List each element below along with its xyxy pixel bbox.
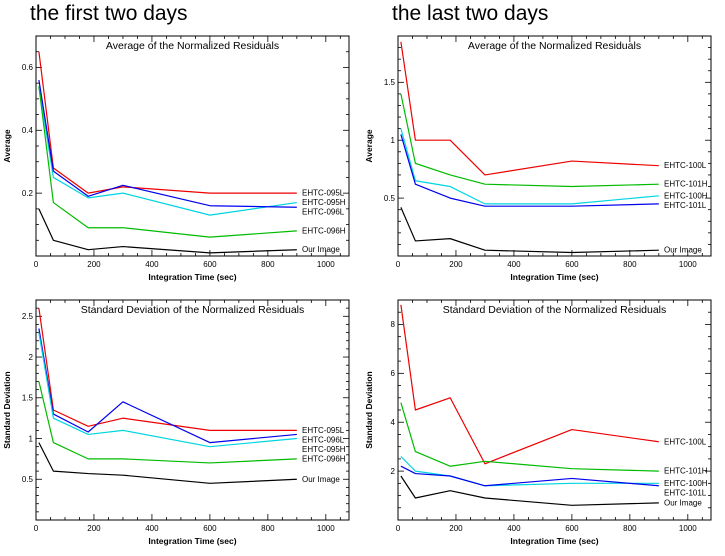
svg-text:Average of the Normalized Resi: Average of the Normalized Residuals	[106, 40, 279, 52]
svg-text:8: 8	[391, 320, 396, 329]
svg-text:400: 400	[145, 524, 159, 533]
svg-text:4: 4	[391, 418, 396, 427]
svg-text:Our Image: Our Image	[664, 498, 702, 507]
svg-text:800: 800	[623, 524, 637, 533]
chart-average-last-two-days: 0 200 400 600 800 1000 0.5 1 1.5 Average of the N…	[364, 35, 712, 282]
svg-text:0.5: 0.5	[384, 194, 396, 203]
svg-text:400: 400	[507, 260, 521, 269]
svg-text:Standard Deviation: Standard Deviation	[364, 371, 374, 448]
svg-text:1000: 1000	[679, 260, 697, 269]
svg-text:Integration Time (sec): Integration Time (sec)	[148, 536, 236, 546]
svg-text:600: 600	[203, 524, 217, 533]
svg-text:Standard Deviation: Standard Deviation	[2, 371, 12, 448]
svg-text:800: 800	[261, 260, 275, 269]
svg-text:EHTC-101H: EHTC-101H	[664, 467, 708, 476]
svg-text:EHTC-095H: EHTC-095H	[302, 198, 346, 207]
svg-text:200: 200	[449, 524, 463, 533]
svg-text:EHTC-095H: EHTC-095H	[302, 445, 346, 454]
svg-text:EHTC-096L: EHTC-096L	[302, 208, 345, 217]
svg-text:Average: Average	[2, 129, 12, 163]
svg-text:EHTC-100H: EHTC-100H	[664, 191, 708, 200]
svg-text:0.5: 0.5	[22, 475, 34, 484]
svg-text:400: 400	[507, 524, 521, 533]
svg-text:EHTC-101L: EHTC-101L	[664, 488, 707, 497]
svg-text:EHTC-100L: EHTC-100L	[664, 161, 707, 170]
svg-text:1000: 1000	[317, 524, 335, 533]
svg-text:Standard Deviation of the Norm: Standard Deviation of the Normalized Res…	[81, 304, 305, 316]
chart-stddev-last-two-days: 0 200 400 600 800 1000 2 4 6 8 Standard Deviation …	[364, 299, 712, 546]
svg-text:6: 6	[391, 369, 396, 378]
svg-text:1000: 1000	[679, 524, 697, 533]
svg-text:800: 800	[623, 260, 637, 269]
svg-text:Standard Deviation of the Norm: Standard Deviation of the Normalized Res…	[443, 304, 667, 316]
svg-text:Our Image: Our Image	[664, 246, 702, 255]
svg-text:600: 600	[565, 260, 579, 269]
svg-text:1.5: 1.5	[22, 394, 34, 403]
svg-text:0.2: 0.2	[22, 189, 34, 198]
svg-text:1.5: 1.5	[384, 78, 396, 87]
svg-text:200: 200	[449, 260, 463, 269]
svg-text:EHTC-096H: EHTC-096H	[302, 226, 346, 235]
svg-text:0: 0	[396, 524, 401, 533]
svg-text:1000: 1000	[317, 260, 335, 269]
svg-text:600: 600	[565, 524, 579, 533]
svg-text:EHTC-096L: EHTC-096L	[302, 435, 345, 444]
column-title-last-two-days: the last two days	[392, 2, 549, 25]
chart-average-first-two-days: 0 200 400 600 800 1000 0.2 0.4 0.6 Average of the…	[2, 35, 350, 282]
svg-text:0.4: 0.4	[22, 126, 34, 135]
charts-grid: 0 200 400 600 800 1000 0.2 0.4 0.6 Average of the…	[0, 28, 725, 556]
svg-text:EHTC-095L: EHTC-095L	[302, 189, 345, 198]
svg-text:200: 200	[87, 524, 101, 533]
svg-text:2: 2	[391, 467, 396, 476]
svg-text:600: 600	[203, 260, 217, 269]
svg-text:2.5: 2.5	[22, 312, 34, 321]
svg-text:EHTC-101L: EHTC-101L	[664, 201, 707, 210]
svg-text:EHTC-095L: EHTC-095L	[302, 426, 345, 435]
chart-stddev-first-two-days: 0 200 400 600 800 1000 0.5 1 1.5 2 2.5 Standard Dev…	[2, 299, 350, 546]
svg-text:EHTC-100L: EHTC-100L	[664, 437, 707, 446]
svg-text:1: 1	[29, 434, 34, 443]
svg-text:800: 800	[261, 524, 275, 533]
svg-text:0.6: 0.6	[22, 63, 34, 72]
svg-text:200: 200	[87, 260, 101, 269]
svg-text:Average of the Normalized Resi: Average of the Normalized Residuals	[468, 40, 641, 52]
column-headers: the first two days the last two days	[0, 0, 725, 28]
svg-text:EHTC-100H: EHTC-100H	[664, 479, 708, 488]
svg-text:2: 2	[29, 353, 34, 362]
svg-text:0: 0	[396, 260, 401, 269]
svg-text:Integration Time (sec): Integration Time (sec)	[510, 536, 598, 546]
svg-text:Average: Average	[364, 129, 374, 163]
svg-text:400: 400	[145, 260, 159, 269]
svg-text:EHTC-096H: EHTC-096H	[302, 454, 346, 463]
svg-text:EHTC-101H: EHTC-101H	[664, 180, 708, 189]
svg-text:0: 0	[34, 260, 39, 269]
svg-text:Our Image: Our Image	[302, 245, 340, 254]
svg-text:1: 1	[391, 136, 396, 145]
svg-text:0: 0	[34, 524, 39, 533]
svg-text:Integration Time (sec): Integration Time (sec)	[510, 272, 598, 282]
svg-text:Our Image: Our Image	[302, 475, 340, 484]
column-title-first-two-days: the first two days	[30, 2, 188, 25]
svg-text:Integration Time (sec): Integration Time (sec)	[148, 272, 236, 282]
